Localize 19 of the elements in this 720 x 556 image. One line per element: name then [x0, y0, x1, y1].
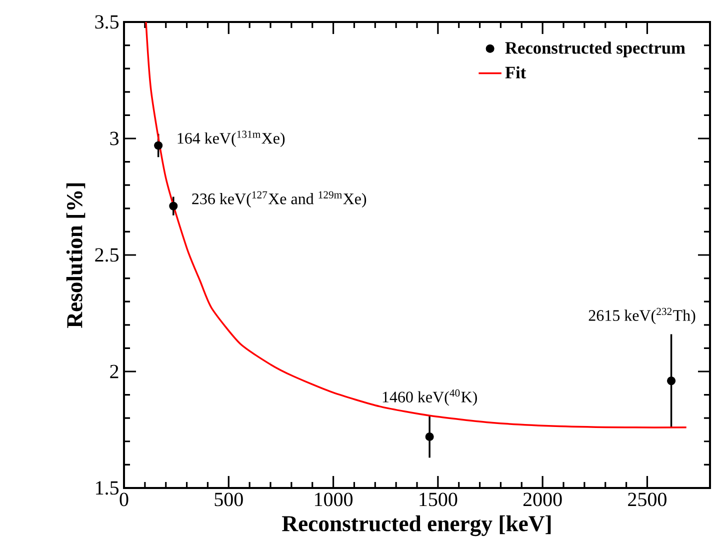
x-tick-label: 500 — [214, 492, 243, 506]
x-tick-label: 0 — [120, 492, 128, 506]
y-tick-label: 3.5 — [95, 15, 119, 29]
y-tick-label: 3 — [110, 132, 119, 146]
annotation: 2615 keV($^{232}$Th) — [588, 308, 696, 324]
x-axis-title: Reconstructed energy [keV] — [282, 515, 551, 536]
legend-label: Reconstructed spectrum — [505, 42, 686, 58]
y-tick-label: 2 — [110, 364, 118, 378]
y-tick-label: 1.5 — [96, 481, 119, 495]
legend-label: Fit — [505, 66, 526, 78]
y-axis-title: Resolution [%] — [66, 183, 86, 328]
annotation: 236 keV($^{127}$Xe and $^{129m}$Xe) — [192, 191, 366, 208]
annotation: 164 keV($^{131m}$Xe) — [178, 130, 285, 147]
y-tick-label: 2.5 — [95, 248, 119, 262]
annotation: 1460 keV($^{40}$K) — [382, 389, 477, 406]
x-tick-label: 1000 — [315, 492, 353, 506]
x-tick-label: 2000 — [523, 492, 562, 506]
x-tick-label: 2500 — [628, 492, 666, 506]
x-tick-label: 1500 — [420, 492, 458, 506]
